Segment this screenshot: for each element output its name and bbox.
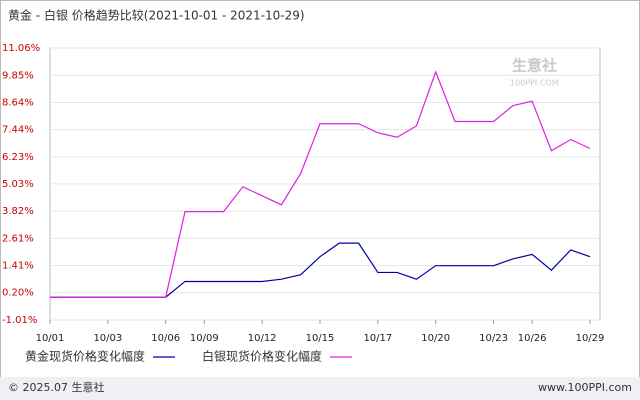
x-tick-label: 10/15 [306,333,335,344]
y-tick-label: -1.01% [2,315,37,326]
y-tick-label: 6.23% [2,152,34,163]
footer-bar [0,377,640,400]
chart-title: 黄金 - 白银 价格趋势比较(2021-10-01 - 2021-10-29) [8,8,305,23]
footer-right: www.100PPI.com [538,381,632,394]
x-tick-label: 10/03 [93,333,122,344]
y-tick-label: 11.06% [2,43,40,54]
x-tick-label: 10/17 [363,333,392,344]
x-tick-label: 10/26 [518,333,547,344]
x-tick-label: 10/12 [248,333,277,344]
x-tick-label: 10/06 [151,333,180,344]
y-tick-label: 7.44% [2,125,34,136]
y-tick-label: 9.85% [2,70,34,81]
series-line [50,70,591,298]
legend-label: 黄金现货价格变化幅度 [25,349,145,364]
x-tick-label: 10/20 [421,333,450,344]
y-tick-label: 5.03% [2,179,34,190]
y-tick-label: 2.61% [2,233,34,244]
y-tick-label: 3.82% [2,206,34,217]
x-tick-label: 10/23 [479,333,508,344]
x-tick-label: 10/29 [576,333,605,344]
watermark: 生意社 [512,57,557,75]
footer-left: © 2025.07 生意社 [8,380,104,394]
y-tick-label: 0.20% [2,288,34,299]
y-tick-label: 8.64% [2,98,34,109]
x-tick-label: 10/01 [36,333,65,344]
x-tick-label: 10/09 [190,333,219,344]
legend-label: 白银现货价格变化幅度 [202,349,322,364]
watermark: 100PPI.COM [510,79,559,88]
y-tick-label: 1.41% [2,260,34,271]
